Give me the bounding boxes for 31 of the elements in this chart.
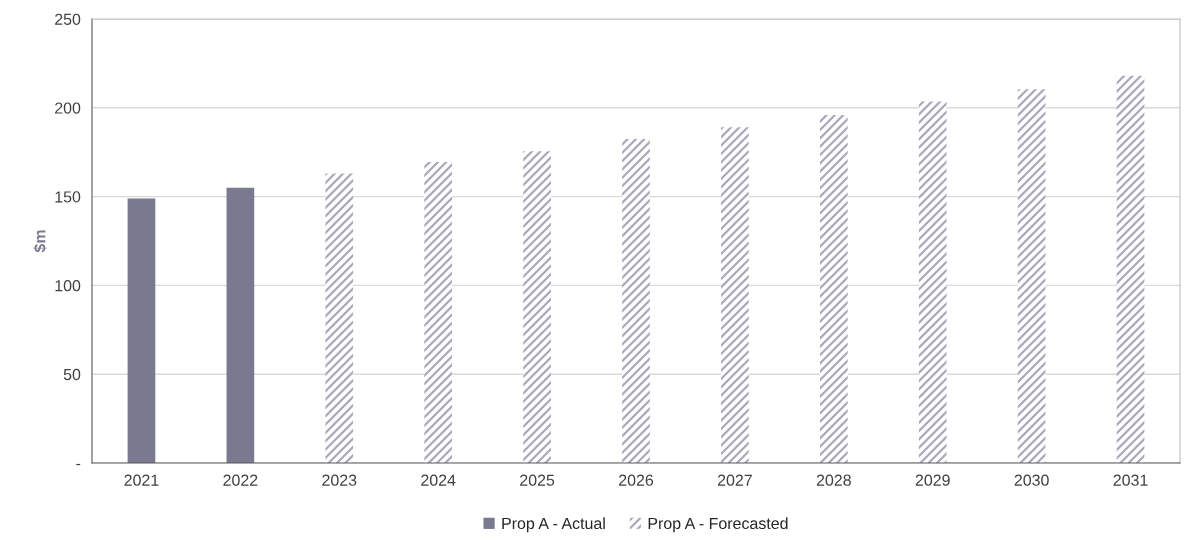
x-tick-label: 2027 [717, 474, 752, 486]
x-tick-label: 2031 [1113, 474, 1148, 486]
x-tick-label: 2024 [421, 474, 456, 486]
bar [1017, 89, 1046, 463]
bar [523, 151, 551, 463]
bar [226, 187, 255, 463]
x-tick-label: 2028 [816, 474, 851, 486]
bar [127, 198, 156, 463]
y-tick-label: 50 [63, 368, 81, 381]
bar [918, 101, 947, 463]
y-axis-title: $m [33, 230, 47, 253]
y-tick-label: 200 [55, 102, 81, 114]
x-tick-label: 2030 [1014, 474, 1049, 486]
bar [1116, 75, 1145, 463]
x-tick-label: 2022 [223, 474, 258, 486]
y-tick-label: - [76, 463, 81, 466]
y-tick-label: 150 [55, 191, 81, 203]
x-tick-label: 2026 [619, 474, 654, 486]
bar [325, 173, 354, 463]
legend-label: Prop A - Actual [502, 517, 605, 533]
x-tick-label: 2023 [322, 474, 357, 486]
bar [622, 138, 650, 463]
bar [424, 161, 453, 463]
y-tick-label: 100 [55, 280, 81, 292]
x-tick-label: 2029 [915, 474, 950, 486]
y-tick-label: 250 [55, 13, 81, 25]
x-tick-label: 2025 [520, 474, 555, 486]
bar [721, 127, 749, 463]
bar [819, 114, 848, 463]
legend-label: Prop A - Forecasted [648, 517, 788, 533]
x-tick-label: 2021 [124, 474, 159, 486]
